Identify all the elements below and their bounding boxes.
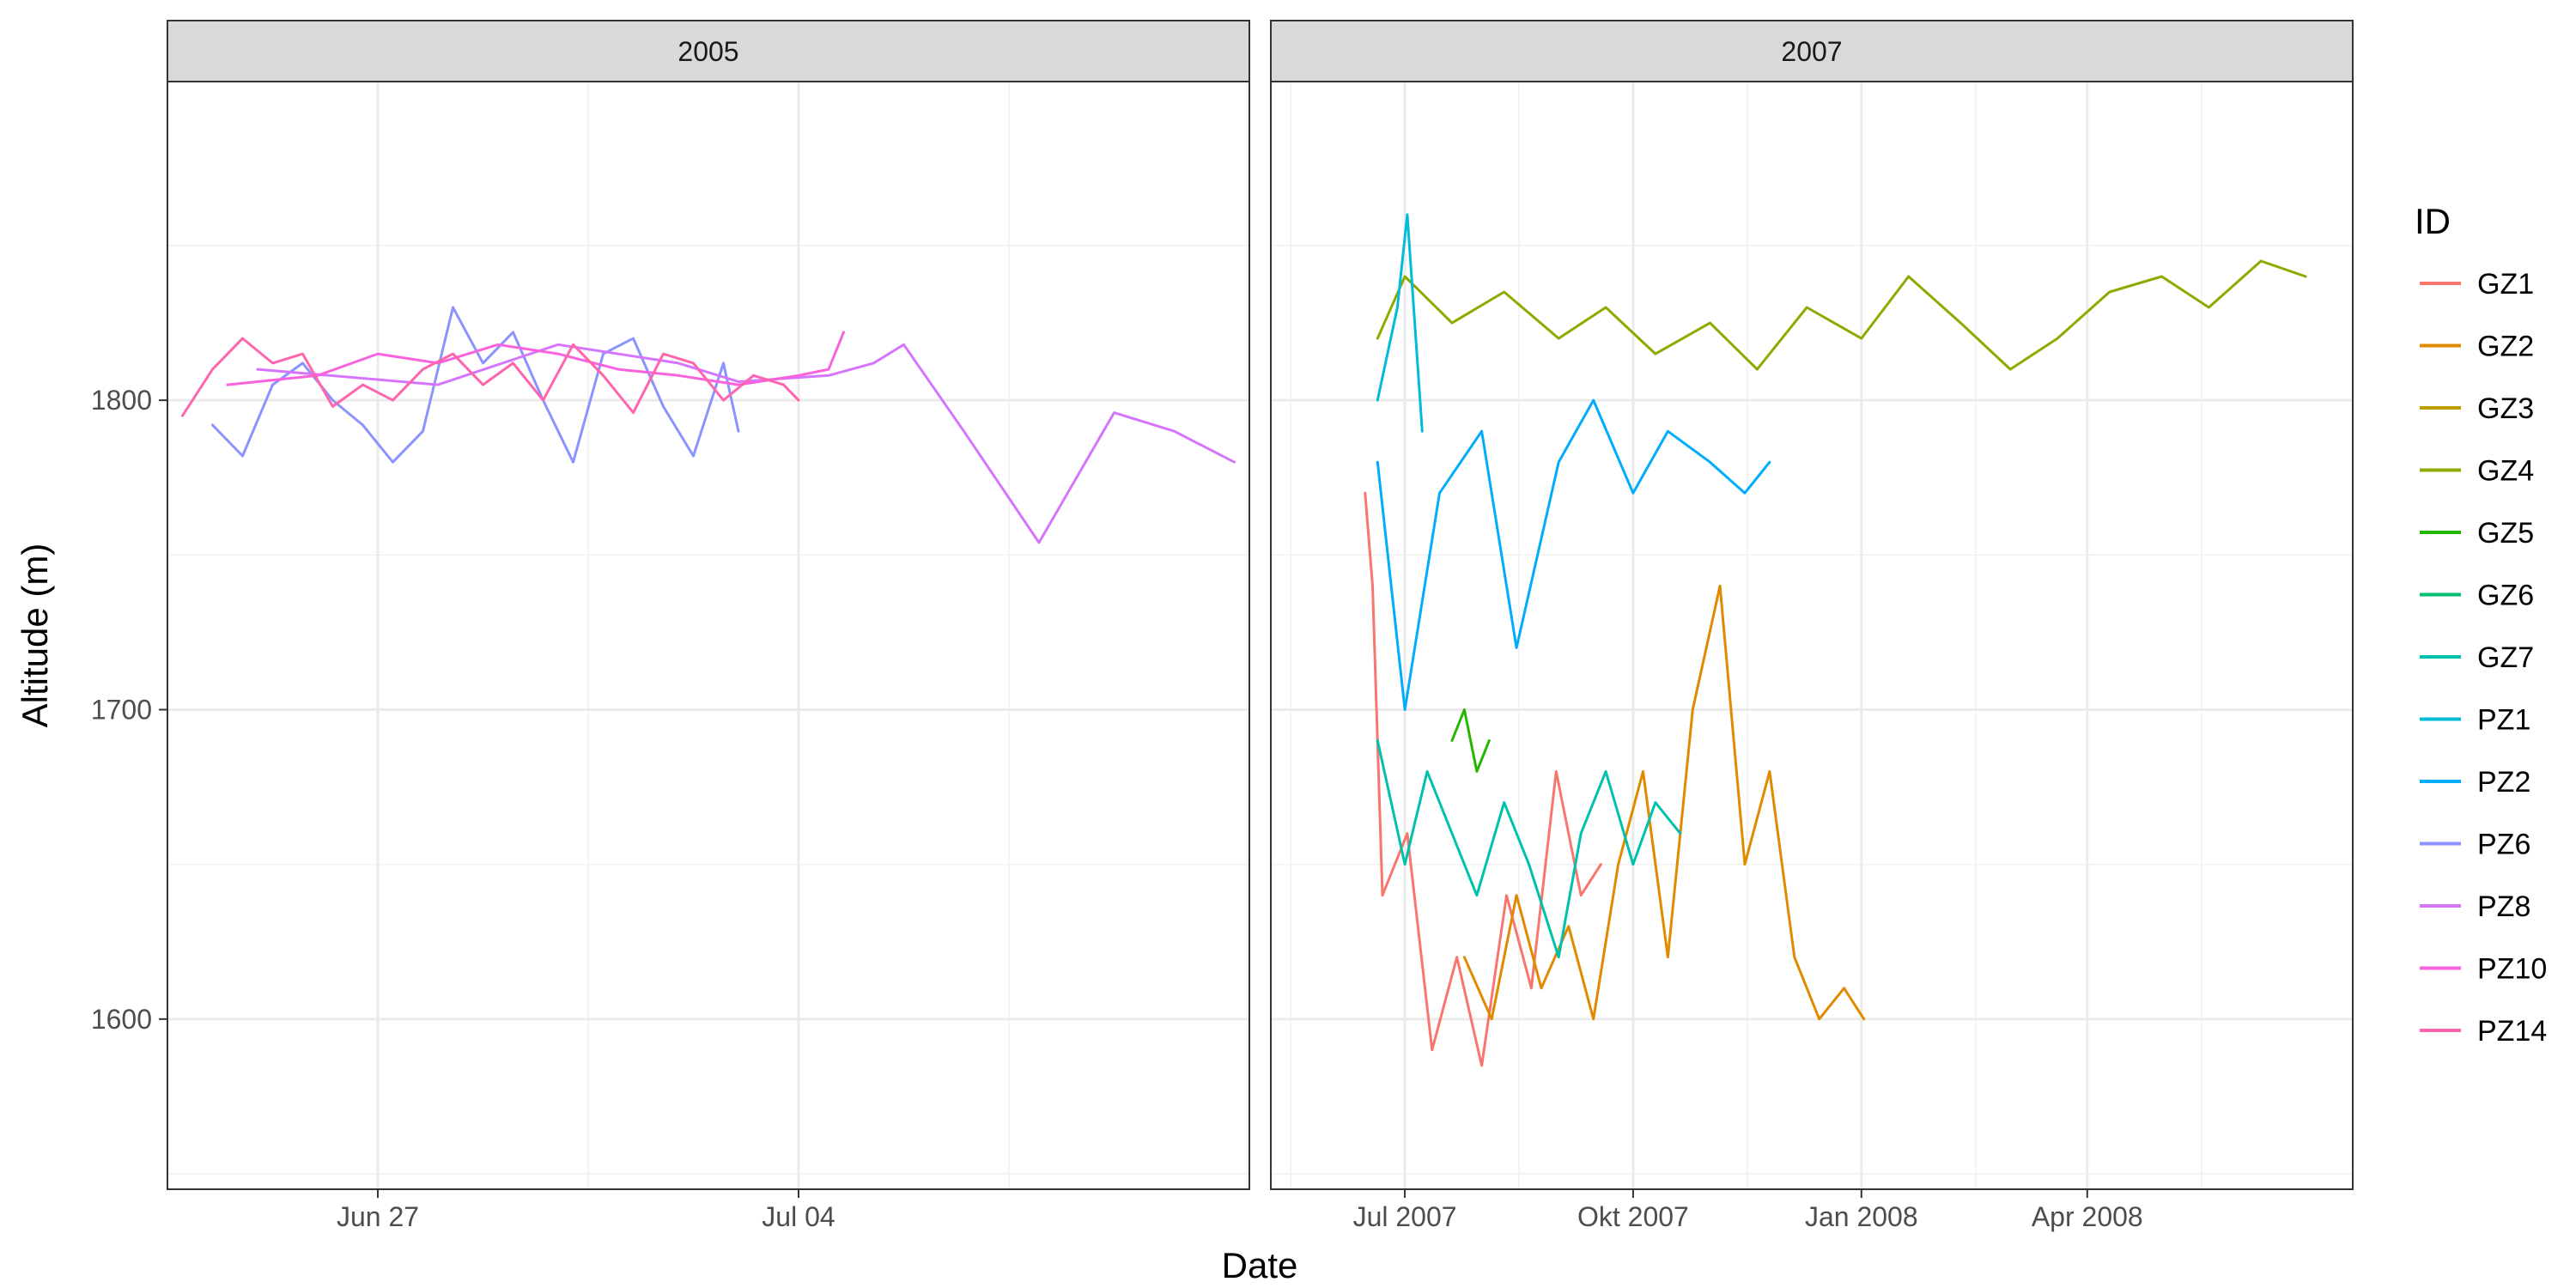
x-tick-label: Okt 2007	[1577, 1201, 1689, 1232]
legend-label: GZ1	[2477, 268, 2534, 301]
y-axis: 1600 1700 1800	[91, 385, 167, 1035]
legend-item-pz8: PZ8	[2420, 890, 2530, 923]
legend-label: GZ4	[2477, 455, 2534, 488]
legend-item-gz2: GZ2	[2420, 331, 2534, 363]
x-tick-label: Jun 27	[337, 1201, 419, 1232]
legend-items: GZ1 GZ2 GZ3 GZ4 GZ5 GZ6 GZ7 PZ1 PZ2 PZ6 PZ8 PZ10 PZ1…	[2420, 268, 2547, 1048]
panel-2005: 2005 Jun 27 Jul 04	[167, 20, 1250, 1232]
y-tick-label: 1800	[91, 385, 152, 416]
legend-item-pz2: PZ2	[2420, 766, 2530, 799]
series-line-pz1	[1376, 213, 1424, 433]
y-tick-label: 1600	[91, 1004, 152, 1035]
series-2007	[1364, 213, 2307, 1067]
legend-title: ID	[2415, 201, 2451, 241]
strip-label-2005: 2005	[677, 36, 738, 67]
legend-label: GZ6	[2477, 580, 2534, 612]
x-tick-label: Apr 2008	[2032, 1201, 2143, 1232]
x-tick-label: Jan 2008	[1805, 1201, 1918, 1232]
gridlines-2005	[167, 82, 1249, 1189]
series-line-gz1	[1364, 491, 1602, 1067]
y-tick-label: 1700	[91, 694, 152, 725]
x-tick-label: Jul 2007	[1353, 1201, 1457, 1232]
legend-item-gz4: GZ4	[2420, 455, 2534, 488]
series-line-pz2	[1376, 398, 1771, 711]
legend-label: GZ7	[2477, 641, 2534, 674]
series-line-gz2	[1462, 584, 1866, 1021]
series-line-gz7	[1376, 739, 1682, 959]
legend-item-gz3: GZ3	[2420, 392, 2534, 425]
series-line-pz8	[256, 343, 1236, 544]
legend-label: PZ6	[2477, 829, 2530, 861]
gridlines-2007	[1271, 82, 2353, 1189]
x-axis-2007: Jul 2007 Okt 2007 Jan 2008 Apr 2008	[1353, 1189, 2143, 1232]
legend: ID GZ1 GZ2 GZ3 GZ4 GZ5 GZ6 GZ7 PZ1 PZ2 PZ6 PZ8 PZ10…	[2415, 201, 2547, 1048]
legend-label: GZ2	[2477, 331, 2534, 363]
legend-label: PZ2	[2477, 766, 2530, 799]
panel-2007: 2007 Jul 2007 Okt 2007 Jan 2008 Apr 2008	[1270, 20, 2354, 1232]
legend-item-gz1: GZ1	[2420, 268, 2534, 301]
x-axis-2005: Jun 27 Jul 04	[337, 1189, 835, 1232]
panel-border-2005	[167, 81, 1250, 1190]
series-2005	[181, 306, 1236, 544]
legend-label: PZ1	[2477, 704, 2530, 737]
y-axis-title: Altitude (m)	[15, 544, 55, 728]
legend-label: PZ8	[2477, 890, 2530, 923]
series-line-pz6	[211, 306, 740, 464]
series-line-gz5	[1450, 708, 1491, 773]
legend-item-pz1: PZ1	[2420, 704, 2530, 737]
legend-item-gz7: GZ7	[2420, 641, 2534, 674]
strip-label-2007: 2007	[1781, 36, 1842, 67]
x-axis-title: Date	[1222, 1245, 1298, 1285]
legend-item-pz10: PZ10	[2420, 953, 2547, 986]
legend-item-gz6: GZ6	[2420, 580, 2534, 612]
legend-item-pz14: PZ14	[2420, 1015, 2547, 1048]
legend-label: GZ3	[2477, 392, 2534, 425]
legend-item-pz6: PZ6	[2420, 829, 2530, 861]
legend-label: GZ5	[2477, 517, 2534, 550]
legend-item-gz5: GZ5	[2420, 517, 2534, 550]
plot-area-2005	[167, 82, 1249, 1189]
panel-border-2007	[1270, 81, 2354, 1190]
series-line-pz14	[181, 337, 800, 417]
strip-2007	[1270, 20, 2354, 82]
strip-2005	[167, 20, 1250, 82]
legend-label: PZ14	[2477, 1015, 2547, 1048]
legend-label: PZ10	[2477, 953, 2547, 986]
plot-area-2007	[1271, 82, 2353, 1189]
x-tick-label: Jul 04	[762, 1201, 835, 1232]
series-line-gz4	[1376, 259, 2307, 371]
